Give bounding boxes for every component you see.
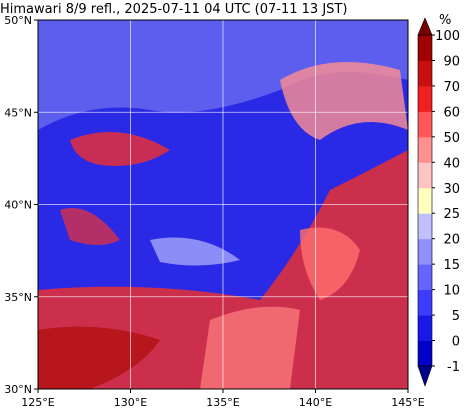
colorbar-segment [418,111,432,138]
colorbar-segment [418,238,432,265]
colorbar-label: 20 [443,233,460,248]
colorbar-segment [418,35,432,61]
x-tick-label: 135°E [206,396,239,409]
colorbar-label: 10 [443,284,460,299]
colorbar-segment [418,162,432,189]
colorbar-segment [418,136,432,163]
colorbar-segment [418,315,432,342]
colorbar-unit: % [439,13,451,28]
colorbar-label: 60 [443,105,460,120]
colorbar-label: 25 [443,207,460,222]
x-tick-label: 145°E [391,396,424,409]
y-tick-label: 50°N [4,14,32,27]
colorbar-label: 70 [443,80,460,95]
colorbar-segment [418,85,432,112]
y-tick-label: 35°N [4,291,32,304]
colorbar-segment [418,187,432,214]
y-tick-label: 45°N [4,106,32,119]
x-tick-label: 125°E [21,396,54,409]
colorbar-label: 5 [452,309,460,324]
colorbar-label: 0 [452,335,460,350]
colorbar-segment [418,340,432,367]
colorbar-label: 40 [443,156,460,171]
colorbar-label: 90 [443,54,460,69]
colorbar-segment [418,213,432,240]
colorbar-label: -1 [447,360,460,375]
colorbar-segment [418,264,432,291]
map-title: Himawari 8/9 refl., 2025-07-11 04 UTC (0… [0,2,347,17]
colorbar-segment [418,60,432,87]
x-tick-label: 140°E [299,396,332,409]
colorbar-under [417,365,433,387]
colorbar-label: 100 [435,29,460,44]
y-tick-label: 30°N [4,383,32,396]
colorbar-label: 15 [443,258,460,273]
colorbar-segment [418,289,432,316]
colorbar-label: 30 [443,182,460,197]
colorbar-label: 50 [443,131,460,146]
x-tick-label: 130°E [114,396,147,409]
y-tick-label: 40°N [4,199,32,212]
map-frame [37,19,409,390]
colorbar-over [417,17,433,36]
colorbar-frame [417,34,433,367]
